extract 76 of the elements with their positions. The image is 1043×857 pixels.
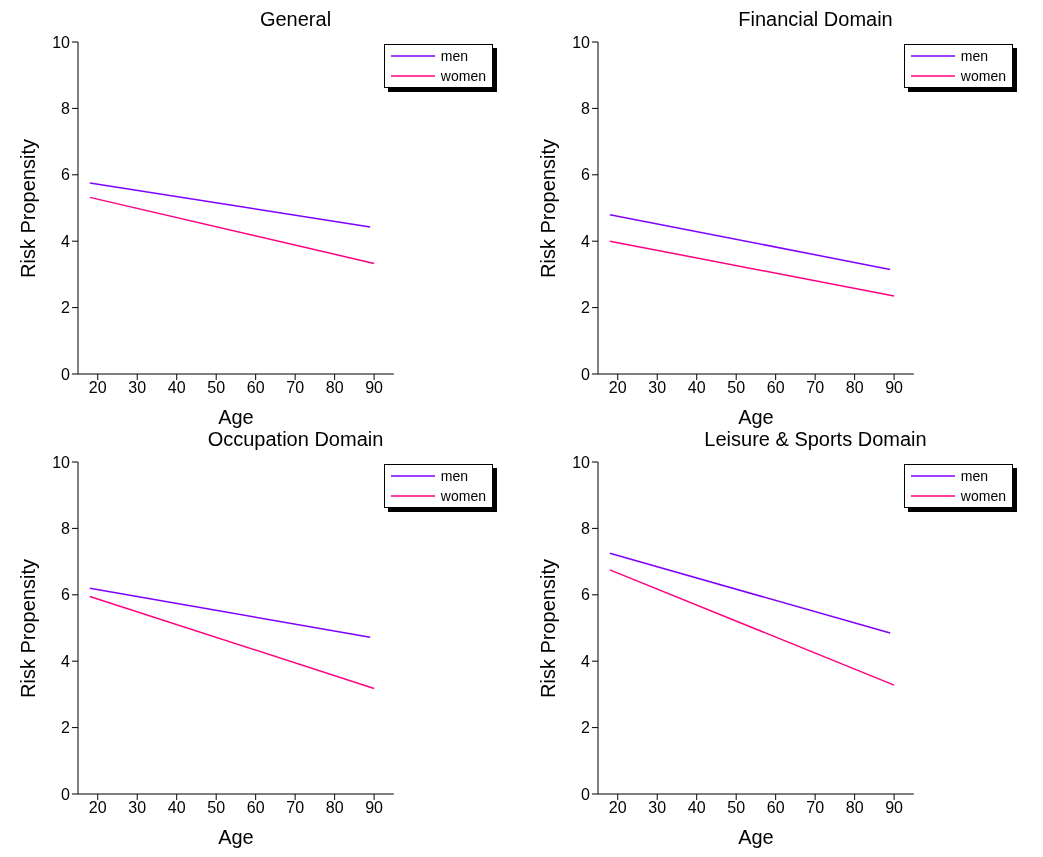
y-tick-label: 6 [581, 586, 591, 604]
y-tick-label: 0 [61, 785, 71, 803]
x-tick-label: 70 [286, 799, 305, 817]
y-axis-title: Risk Propensity [17, 139, 40, 278]
x-tick-label: 80 [845, 799, 864, 817]
x-tick-label: 30 [648, 379, 667, 397]
y-tick-label: 0 [581, 365, 591, 383]
legend-label: women [960, 488, 1006, 504]
x-tick-label: 30 [128, 799, 147, 817]
x-tick-label: 90 [885, 799, 904, 817]
x-axis-title: Age [738, 826, 774, 848]
chart-title: Leisure & Sports Domain [704, 428, 927, 450]
legend-label: women [440, 68, 486, 84]
y-tick-label: 2 [61, 719, 71, 737]
y-tick-label: 8 [61, 520, 71, 538]
x-tick-label: 80 [325, 379, 344, 397]
legend-label: men [440, 48, 469, 64]
y-axis-title: Risk Propensity [17, 559, 40, 698]
x-tick-label: 20 [88, 379, 107, 397]
y-axis-title: Risk Propensity [537, 559, 560, 698]
y-tick-label: 10 [52, 453, 71, 471]
x-tick-label: 70 [806, 379, 825, 397]
x-axis-title: Age [738, 406, 774, 428]
y-tick-label: 10 [572, 453, 591, 471]
x-tick-label: 40 [687, 379, 706, 397]
y-tick-label: 10 [52, 33, 71, 51]
x-tick-label: 70 [806, 799, 825, 817]
x-tick-label: 60 [246, 799, 265, 817]
legend-label: women [960, 68, 1006, 84]
x-tick-label: 80 [845, 379, 864, 397]
y-tick-label: 4 [581, 652, 591, 670]
y-tick-label: 6 [61, 166, 71, 184]
x-tick-label: 90 [365, 799, 384, 817]
x-tick-label: 50 [207, 379, 226, 397]
x-tick-label: 40 [687, 799, 706, 817]
x-tick-label: 90 [885, 379, 904, 397]
y-tick-label: 10 [572, 33, 591, 51]
y-tick-label: 8 [581, 520, 591, 538]
x-tick-label: 80 [325, 799, 344, 817]
chart-title: Occupation Domain [207, 428, 384, 450]
y-tick-label: 4 [61, 232, 71, 250]
x-tick-label: 60 [246, 379, 265, 397]
x-tick-label: 30 [648, 799, 667, 817]
x-tick-label: 70 [286, 379, 305, 397]
x-tick-label: 40 [167, 799, 186, 817]
x-tick-label: 40 [167, 379, 186, 397]
y-tick-label: 2 [581, 719, 591, 737]
x-tick-label: 50 [727, 799, 746, 817]
y-tick-label: 0 [61, 365, 71, 383]
x-tick-label: 60 [766, 379, 785, 397]
y-tick-label: 0 [581, 785, 591, 803]
y-tick-label: 2 [61, 299, 71, 317]
legend-label: men [960, 48, 989, 64]
x-tick-label: 50 [727, 379, 746, 397]
y-tick-label: 6 [61, 586, 71, 604]
y-tick-label: 8 [61, 100, 71, 118]
legend-label: men [960, 468, 989, 484]
chart-title: Financial Domain [738, 8, 893, 30]
x-axis-title: Age [218, 406, 254, 428]
legend-label: men [440, 468, 469, 484]
chart-title: General [259, 8, 332, 30]
x-tick-label: 60 [766, 799, 785, 817]
x-tick-label: 30 [128, 379, 147, 397]
x-axis-title: Age [218, 826, 254, 848]
y-tick-label: 2 [581, 299, 591, 317]
x-tick-label: 50 [207, 799, 226, 817]
x-tick-label: 20 [88, 799, 107, 817]
y-tick-label: 6 [581, 166, 591, 184]
x-tick-label: 20 [608, 799, 627, 817]
y-tick-label: 8 [581, 100, 591, 118]
y-tick-label: 4 [581, 232, 591, 250]
x-tick-label: 90 [365, 379, 384, 397]
y-tick-label: 4 [61, 652, 71, 670]
x-tick-label: 20 [608, 379, 627, 397]
y-axis-title: Risk Propensity [537, 139, 560, 278]
legend-label: women [440, 488, 486, 504]
